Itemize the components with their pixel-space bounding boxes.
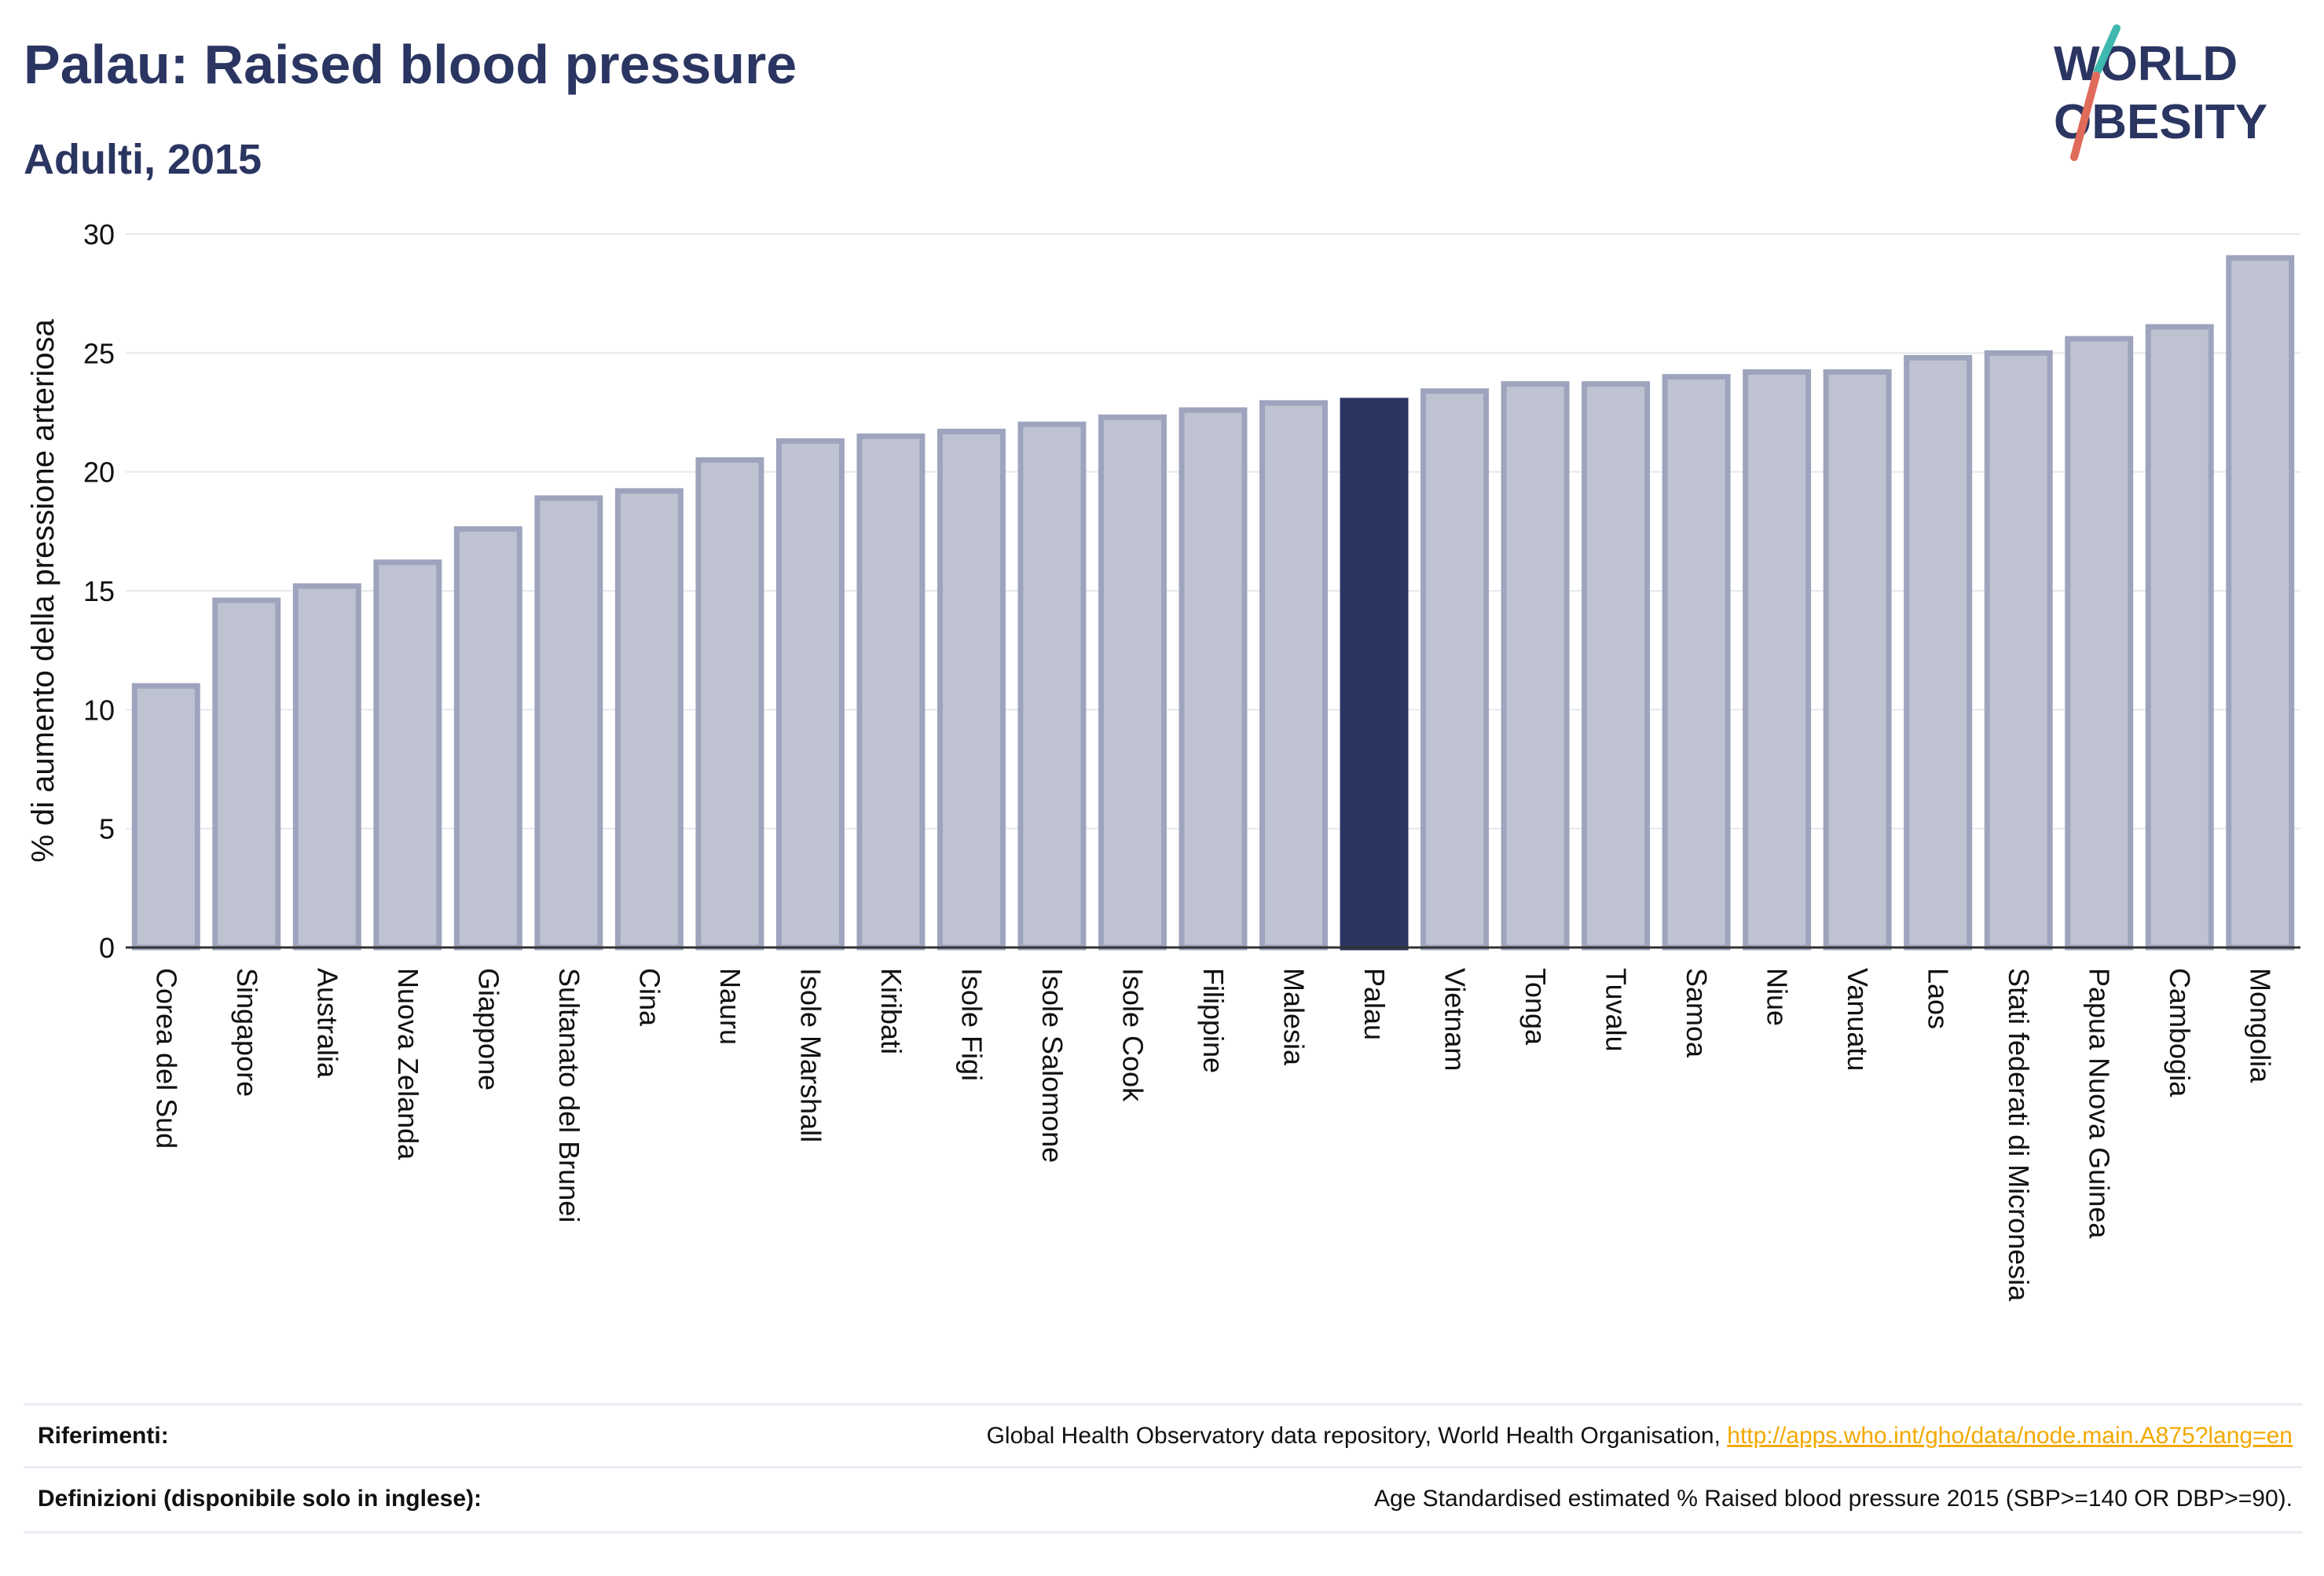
- bar: [1017, 421, 1087, 951]
- bar: [2145, 324, 2214, 951]
- y-tick-label: 30: [83, 218, 115, 251]
- sources-description: Global Health Observatory data repositor…: [986, 1423, 1728, 1449]
- x-tick-label: Papua Nuova Guinea: [2084, 968, 2116, 1239]
- y-tick-label: 15: [83, 575, 115, 607]
- sources-text: Global Health Observatory data repositor…: [987, 1423, 2293, 1450]
- bar: [212, 597, 281, 951]
- x-tick-label: Samoa: [1681, 968, 1713, 1058]
- y-tick-label: 0: [99, 932, 115, 964]
- x-tick-label: Filippine: [1197, 968, 1230, 1073]
- bar: [775, 438, 845, 951]
- bar: [1582, 381, 1651, 951]
- y-axis-label: % di aumento della pressione arteriosa: [26, 319, 60, 863]
- x-tick-label: Nauru: [714, 968, 746, 1045]
- x-tick-label: Tonga: [1519, 968, 1552, 1046]
- definitions-text: Age Standardised estimated % Raised bloo…: [1373, 1486, 2293, 1512]
- x-tick-label: Cambogia: [2164, 968, 2196, 1098]
- x-tick-label: Australia: [311, 968, 343, 1079]
- bar: [856, 433, 926, 951]
- x-tick-label: Vietnam: [1439, 968, 1472, 1071]
- x-tick-label: Corea del Sud: [150, 968, 182, 1149]
- bar: [2226, 255, 2295, 951]
- y-tick-label: 5: [99, 813, 115, 845]
- bar: [614, 488, 684, 951]
- bar: [1823, 369, 1892, 951]
- x-tick-label: Vanuatu: [1842, 968, 1874, 1071]
- bar: [1501, 381, 1570, 951]
- bars: [131, 255, 2295, 951]
- chart-subtitle: Adulti, 2015: [24, 136, 262, 183]
- bar: [1178, 407, 1248, 951]
- sources-row: Riferimenti: Global Health Observatory d…: [24, 1403, 2302, 1468]
- bar-highlighted: [1340, 398, 1409, 951]
- x-tick-label: Malesia: [1278, 968, 1310, 1066]
- definitions-label: Definizioni (disponibile solo in inglese…: [38, 1486, 482, 1512]
- bar-chart: 0 5 10 15 20 25 30 Corea del Sud Singapore Austr…: [26, 218, 2300, 1302]
- bar: [1904, 354, 1973, 951]
- bar: [695, 457, 764, 951]
- x-tick-label: Giappone: [472, 968, 504, 1090]
- world-obesity-logo: WORLD OBESITY: [2054, 24, 2267, 161]
- x-tick-label: Isole Salomone: [1036, 968, 1069, 1163]
- y-axis-ticks: 0 5 10 15 20 25 30: [83, 218, 115, 964]
- x-tick-label: Kiribati: [875, 968, 907, 1054]
- x-tick-label: Isole Cook: [1116, 968, 1149, 1102]
- x-tick-label: Sultanato del Brunei: [553, 968, 585, 1222]
- bar: [292, 583, 361, 951]
- x-tick-label: Mongolia: [2245, 968, 2277, 1083]
- x-tick-label: Palau: [1358, 968, 1391, 1040]
- bar: [1420, 388, 1490, 951]
- x-tick-label: Tuvalu: [1600, 968, 1633, 1052]
- x-tick-label: Stati federati di Micronesia: [2003, 968, 2035, 1302]
- y-tick-label: 20: [83, 456, 115, 489]
- y-tick-label: 10: [83, 694, 115, 726]
- x-tick-label: Isole Figi: [955, 968, 988, 1081]
- x-tick-label: Singapore: [231, 968, 263, 1097]
- x-tick-label: Nuova Zelanda: [392, 968, 424, 1160]
- bar: [1743, 369, 1812, 951]
- bar: [131, 683, 200, 951]
- svg-text:WORLD: WORLD: [2054, 37, 2238, 91]
- sources-link[interactable]: http://apps.who.int/gho/data/node.main.A…: [1727, 1423, 2293, 1449]
- sources-label: Riferimenti:: [38, 1423, 169, 1449]
- x-tick-label: Niue: [1761, 968, 1794, 1026]
- bar: [2065, 335, 2134, 951]
- chart-title: Palau: Raised blood pressure: [24, 34, 797, 95]
- x-tick-label: Isole Marshall: [794, 968, 827, 1142]
- x-tick-label: Laos: [1923, 968, 1955, 1029]
- bar: [453, 526, 522, 951]
- x-axis-ticks: Corea del Sud Singapore Australia Nuova Zel…: [150, 968, 2276, 1302]
- bar: [1984, 350, 2053, 951]
- bar: [1259, 400, 1329, 951]
- bar: [1098, 414, 1167, 951]
- definitions-row: Definizioni (disponibile solo in inglese…: [24, 1466, 2302, 1534]
- y-tick-label: 25: [83, 337, 115, 369]
- bar: [373, 559, 442, 951]
- x-tick-label: Cina: [633, 968, 665, 1027]
- bar: [937, 428, 1006, 951]
- bar: [1662, 374, 1731, 951]
- bar: [534, 495, 603, 951]
